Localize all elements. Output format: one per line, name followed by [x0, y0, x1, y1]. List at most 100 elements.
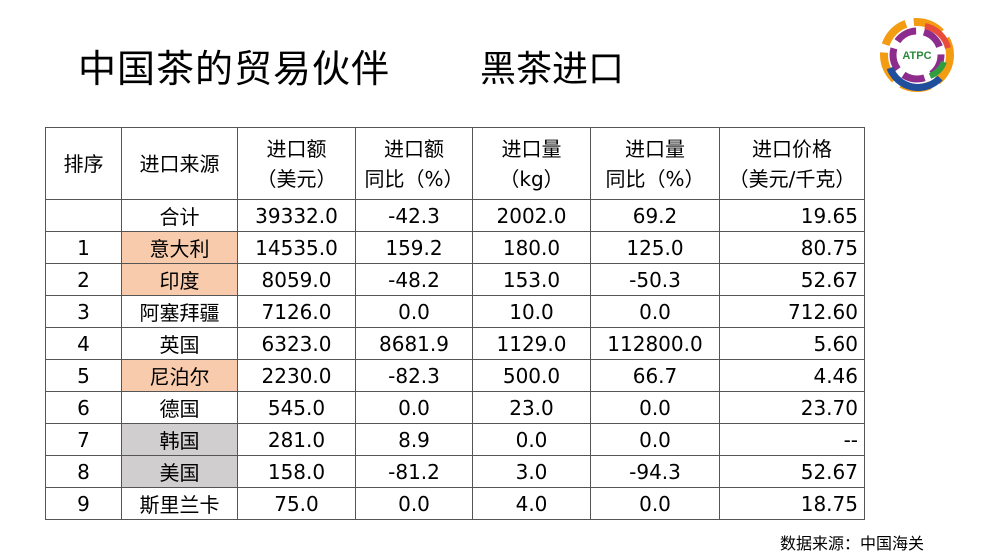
cell-value-yoy: -48.2 — [355, 263, 473, 296]
column-header-line: 进口价格 — [752, 136, 832, 161]
cell-value: 7126.0 — [237, 295, 356, 328]
table-row: 8 美国 158.0 -81.2 3.0 -94.3 52.67 — [45, 455, 865, 488]
cell-value: 6323.0 — [237, 327, 356, 360]
column-header-line: 进口额 — [384, 136, 444, 161]
table-row: 6 德国 545.0 0.0 23.0 0.0 23.70 — [45, 391, 865, 424]
cell-source: 美国 — [121, 455, 238, 488]
cell-source: 斯里兰卡 — [121, 487, 238, 520]
cell-rank: 3 — [45, 295, 122, 328]
slide-title: 中国茶的贸易伙伴 — [78, 47, 391, 91]
column-header-line: （kg） — [499, 166, 564, 191]
table-row: 4 英国 6323.0 8681.9 1129.0 112800.0 5.60 — [45, 327, 865, 360]
cell-qty-yoy: 125.0 — [590, 231, 720, 264]
cell-value-yoy: 0.0 — [355, 487, 473, 520]
header-row: 排序 进口来源 进口额 （美元） 进口额同比（%） 进口量 （kg） 进口量同比（%） 进口价格… — [45, 127, 865, 200]
cell-qty-yoy: 69.2 — [590, 199, 720, 232]
cell-value: 14535.0 — [237, 231, 356, 264]
cell-source: 尼泊尔 — [121, 359, 238, 392]
cell-source: 意大利 — [121, 231, 238, 264]
table-row: 9 斯里兰卡 75.0 0.0 4.0 0.0 18.75 — [45, 487, 865, 520]
cell-source: 印度 — [121, 263, 238, 296]
cell-qty: 4.0 — [472, 487, 591, 520]
cell-value: 545.0 — [237, 391, 356, 424]
cell-value-yoy: 0.0 — [355, 391, 473, 424]
atpc-logo: ATPC — [880, 18, 954, 92]
table-row: 5 尼泊尔 2230.0 -82.3 500.0 66.7 4.46 — [45, 359, 865, 392]
cell-price: 18.75 — [719, 487, 865, 520]
cell-rank: 2 — [45, 263, 122, 296]
cell-value: 158.0 — [237, 455, 356, 488]
cell-value-yoy: -81.2 — [355, 455, 473, 488]
cell-source: 德国 — [121, 391, 238, 424]
cell-value: 75.0 — [237, 487, 356, 520]
cell-price: 19.65 — [719, 199, 865, 232]
cell-value-yoy: -42.3 — [355, 199, 473, 232]
cell-price: 712.60 — [719, 295, 865, 328]
table-row: 7 韩国 281.0 8.9 0.0 0.0 -- — [45, 423, 865, 456]
cell-value: 39332.0 — [237, 199, 356, 232]
cell-qty-yoy: -94.3 — [590, 455, 720, 488]
column-header-line: 排序 — [63, 151, 104, 176]
cell-rank: 1 — [45, 231, 122, 264]
cell-qty-yoy: 112800.0 — [590, 327, 720, 360]
cell-qty-yoy: 0.0 — [590, 295, 720, 328]
cell-source: 英国 — [121, 327, 238, 360]
column-header: 进口来源 — [121, 127, 238, 200]
slide-subtitle: 黑茶进口 — [480, 49, 625, 90]
column-header: 进口额同比（%） — [355, 127, 473, 200]
cell-rank: 4 — [45, 327, 122, 360]
column-header-line: 进口额 — [266, 136, 327, 161]
column-header-line: 同比（%） — [605, 166, 705, 191]
column-header: 进口额 （美元） — [237, 127, 356, 200]
cell-price: 52.67 — [719, 263, 865, 296]
column-header-line: 同比（%） — [364, 166, 464, 191]
cell-price: 23.70 — [719, 391, 865, 424]
cell-value-yoy: -82.3 — [355, 359, 473, 392]
cell-qty-yoy: 0.0 — [590, 487, 720, 520]
column-header-line: 进口量 — [625, 136, 685, 161]
cell-rank: 9 — [45, 487, 122, 520]
cell-price: -- — [719, 423, 865, 456]
table-row: 3 阿塞拜疆 7126.0 0.0 10.0 0.0 712.60 — [45, 295, 865, 328]
source-note: 数据来源：中国海关 — [780, 534, 925, 553]
cell-qty-yoy: 0.0 — [590, 423, 720, 456]
cell-price: 5.60 — [719, 327, 865, 360]
cell-qty: 23.0 — [472, 391, 591, 424]
cell-value: 8059.0 — [237, 263, 356, 296]
cell-qty: 500.0 — [472, 359, 591, 392]
cell-qty-yoy: 0.0 — [590, 391, 720, 424]
cell-qty: 180.0 — [472, 231, 591, 264]
column-header-line: （美元/千克） — [728, 166, 856, 191]
cell-value-yoy: 0.0 — [355, 295, 473, 328]
cell-rank — [45, 199, 122, 232]
cell-source: 韩国 — [121, 423, 238, 456]
cell-source: 合计 — [121, 199, 238, 232]
cell-rank: 8 — [45, 455, 122, 488]
cell-rank: 7 — [45, 423, 122, 456]
cell-qty: 10.0 — [472, 295, 591, 328]
cell-qty-yoy: -50.3 — [590, 263, 720, 296]
cell-price: 80.75 — [719, 231, 865, 264]
cell-qty: 3.0 — [472, 455, 591, 488]
column-header-line: （美元） — [256, 166, 337, 191]
cell-value: 2230.0 — [237, 359, 356, 392]
svg-text:ATPC: ATPC — [902, 50, 931, 62]
black-tea-import-table: 排序 进口来源 进口额 （美元） 进口额同比（%） 进口量 （kg） 进口量同比（%） 进口价格… — [45, 127, 865, 520]
cell-rank: 6 — [45, 391, 122, 424]
table-row: 1 意大利 14535.0 159.2 180.0 125.0 80.75 — [45, 231, 865, 264]
cell-value-yoy: 8681.9 — [355, 327, 473, 360]
column-header-line: 进口量 — [501, 136, 562, 161]
table-row: 2 印度 8059.0 -48.2 153.0 -50.3 52.67 — [45, 263, 865, 296]
cell-qty: 2002.0 — [472, 199, 591, 232]
cell-value: 281.0 — [237, 423, 356, 456]
cell-qty: 1129.0 — [472, 327, 591, 360]
cell-qty: 0.0 — [472, 423, 591, 456]
cell-source: 阿塞拜疆 — [121, 295, 238, 328]
cell-price: 4.46 — [719, 359, 865, 392]
cell-qty: 153.0 — [472, 263, 591, 296]
column-header: 排序 — [45, 127, 122, 200]
column-header-line: 进口来源 — [139, 151, 220, 176]
cell-value-yoy: 159.2 — [355, 231, 473, 264]
column-header: 进口价格 （美元/千克） — [719, 127, 865, 200]
cell-qty-yoy: 66.7 — [590, 359, 720, 392]
